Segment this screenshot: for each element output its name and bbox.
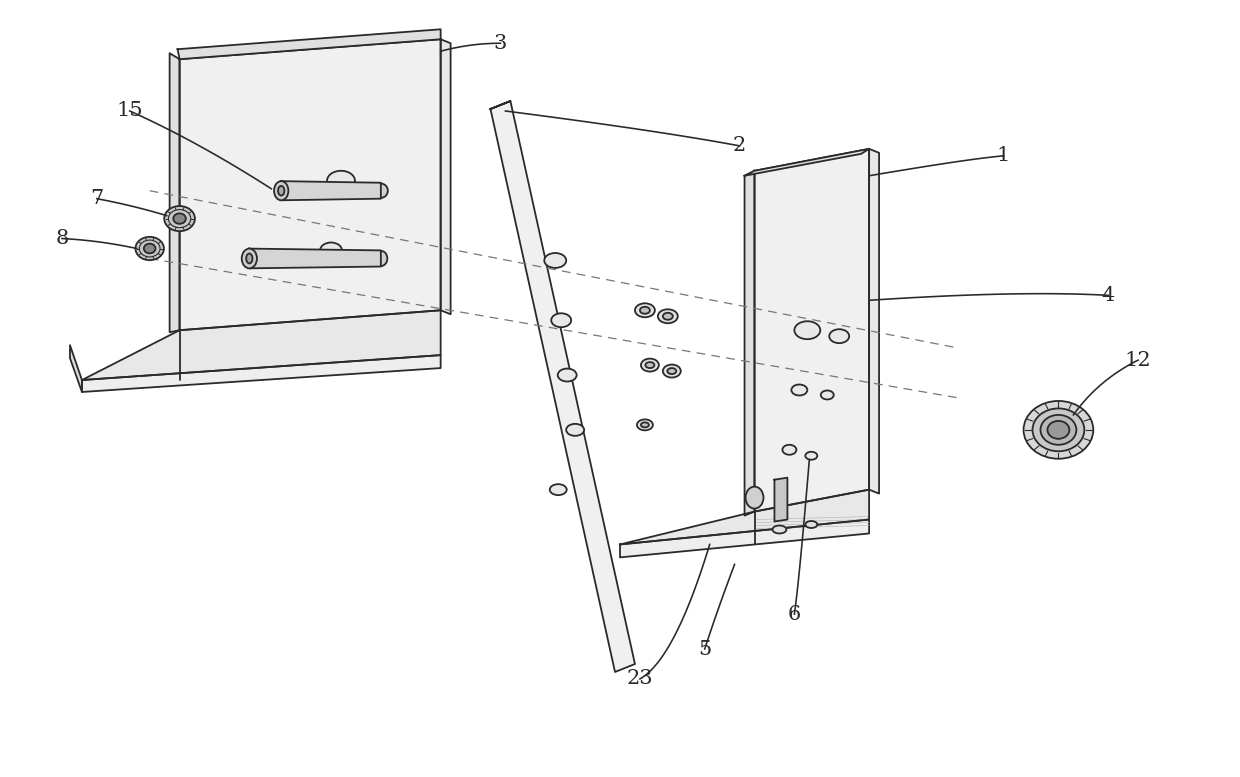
Ellipse shape [174, 214, 186, 224]
Ellipse shape [247, 253, 253, 263]
Ellipse shape [278, 186, 284, 196]
Polygon shape [180, 40, 440, 330]
Polygon shape [170, 53, 180, 333]
Text: 2: 2 [733, 137, 746, 155]
Ellipse shape [641, 423, 649, 427]
Ellipse shape [242, 249, 257, 268]
Ellipse shape [144, 244, 155, 253]
Polygon shape [869, 149, 879, 493]
Ellipse shape [805, 521, 817, 528]
Ellipse shape [795, 321, 821, 340]
Ellipse shape [1023, 401, 1094, 458]
Text: 8: 8 [56, 229, 68, 248]
Ellipse shape [1064, 430, 1069, 434]
Ellipse shape [164, 206, 195, 232]
Ellipse shape [374, 183, 388, 198]
Ellipse shape [658, 309, 678, 323]
Ellipse shape [641, 359, 658, 371]
Ellipse shape [663, 364, 681, 378]
Ellipse shape [274, 181, 289, 200]
Ellipse shape [745, 486, 764, 509]
Ellipse shape [558, 368, 577, 382]
Ellipse shape [635, 303, 655, 317]
Ellipse shape [549, 484, 567, 495]
Ellipse shape [1033, 409, 1084, 451]
Ellipse shape [830, 329, 849, 343]
Text: 7: 7 [91, 189, 103, 208]
Ellipse shape [640, 307, 650, 314]
Polygon shape [249, 249, 381, 268]
Ellipse shape [667, 368, 676, 374]
Text: 6: 6 [787, 605, 801, 624]
Polygon shape [491, 101, 511, 109]
Ellipse shape [645, 362, 655, 368]
Polygon shape [620, 490, 869, 545]
Text: 3: 3 [494, 33, 507, 53]
Text: 4: 4 [1101, 286, 1115, 305]
Text: 5: 5 [698, 639, 712, 659]
Ellipse shape [327, 171, 355, 190]
Text: 23: 23 [626, 670, 653, 688]
Text: 12: 12 [1125, 350, 1152, 370]
Polygon shape [440, 40, 450, 314]
Polygon shape [744, 149, 869, 176]
Ellipse shape [320, 242, 342, 259]
Ellipse shape [637, 420, 653, 430]
Polygon shape [82, 310, 440, 380]
Ellipse shape [552, 313, 572, 327]
Ellipse shape [544, 253, 567, 268]
Ellipse shape [663, 313, 673, 320]
Ellipse shape [1048, 421, 1069, 439]
Ellipse shape [821, 391, 833, 399]
Ellipse shape [1064, 427, 1069, 430]
Polygon shape [775, 478, 787, 521]
Polygon shape [82, 355, 440, 392]
Ellipse shape [374, 251, 387, 266]
Ellipse shape [567, 424, 584, 436]
Polygon shape [491, 101, 635, 672]
Polygon shape [754, 149, 869, 511]
Ellipse shape [773, 525, 786, 534]
Text: 15: 15 [117, 102, 143, 120]
Polygon shape [177, 30, 440, 59]
Text: 1: 1 [997, 146, 1011, 166]
Polygon shape [744, 171, 754, 516]
Polygon shape [281, 181, 381, 200]
Ellipse shape [791, 385, 807, 395]
Ellipse shape [805, 451, 817, 460]
Ellipse shape [135, 237, 164, 260]
Polygon shape [620, 520, 869, 557]
Ellipse shape [782, 444, 796, 455]
Polygon shape [69, 345, 82, 392]
Ellipse shape [1040, 415, 1076, 444]
